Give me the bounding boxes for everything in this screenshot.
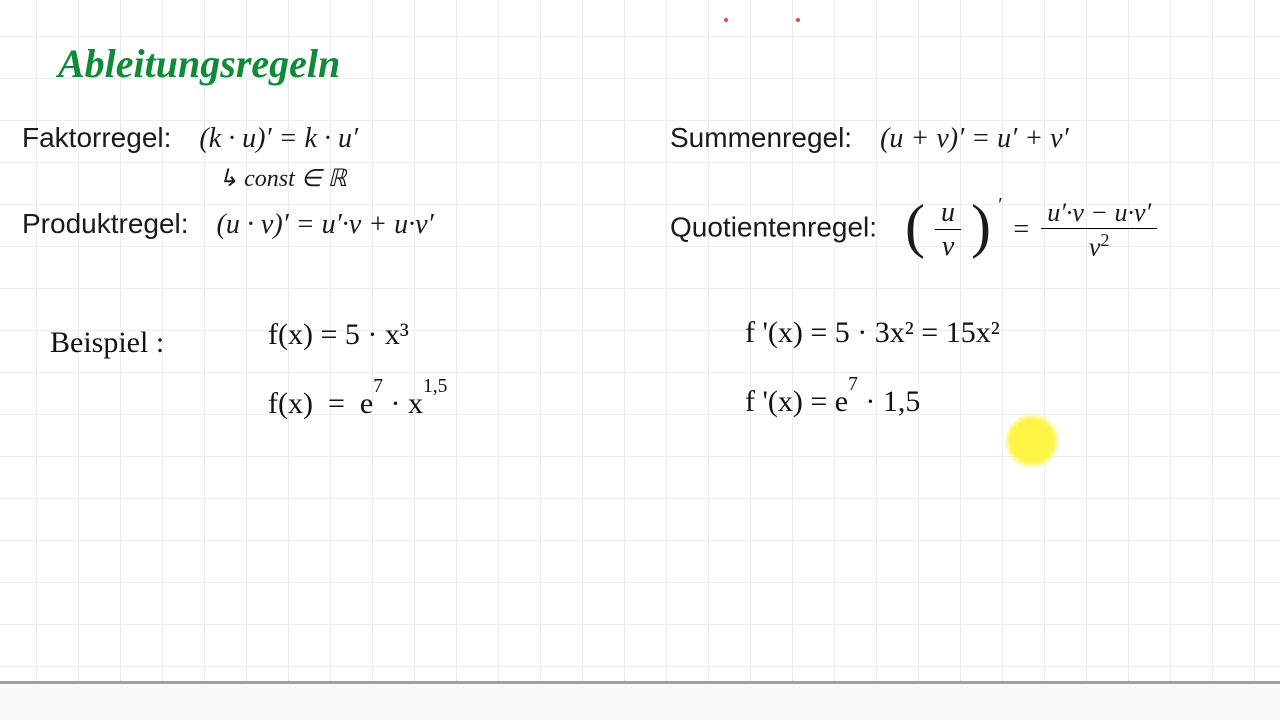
rule-faktor-subnote: ↳ const ∈ ℝ	[218, 164, 347, 193]
graph-paper-grid	[0, 0, 1280, 720]
rule-summen: Summenregel: (u + v)′ = u′ + v′	[670, 122, 1069, 155]
rule-quotient: Quotientenregel: ( u v ) ′ = u′·v − u·v′…	[670, 198, 1157, 262]
example1-rhs: f '(x) = 5 · 3x² = 15x²	[745, 316, 1000, 350]
rule-faktor: Faktorregel: (k · u)′ = k · u′	[22, 122, 358, 155]
example2-lhs: f(x) = e7 · x1,5	[268, 386, 447, 421]
example2-rhs: f '(x) = e7 · 1,5	[745, 384, 920, 419]
example1-lhs: f(x) = 5 · x³	[268, 318, 409, 352]
rule-quotient-label: Quotientenregel:	[670, 211, 877, 242]
rule-faktor-formula: (k · u)′ = k · u′	[199, 123, 358, 154]
quotient-rhs-num: u′·v − u·v′	[1041, 199, 1157, 226]
rule-produkt-label: Produktregel:	[22, 208, 189, 239]
quotient-lhs-den: v	[936, 232, 960, 261]
marker-dot	[796, 18, 800, 22]
page-title: Ableitungsregeln	[58, 40, 340, 87]
rule-summen-label: Summenregel:	[670, 122, 852, 153]
cursor-highlight	[1005, 414, 1059, 468]
status-strip	[0, 684, 1280, 720]
rule-produkt: Produktregel: (u · v)′ = u′·v + u·v′	[22, 208, 434, 241]
beispiel-label: Beispiel :	[50, 326, 164, 360]
rule-produkt-formula: (u · v)′ = u′·v + u·v′	[217, 209, 434, 240]
quotient-lhs-num: u	[935, 198, 961, 227]
quotient-rhs-den: v2	[1083, 231, 1116, 261]
rule-summen-formula: (u + v)′ = u′ + v′	[880, 123, 1069, 154]
marker-dot	[724, 18, 728, 22]
rule-faktor-label: Faktorregel:	[22, 122, 171, 153]
